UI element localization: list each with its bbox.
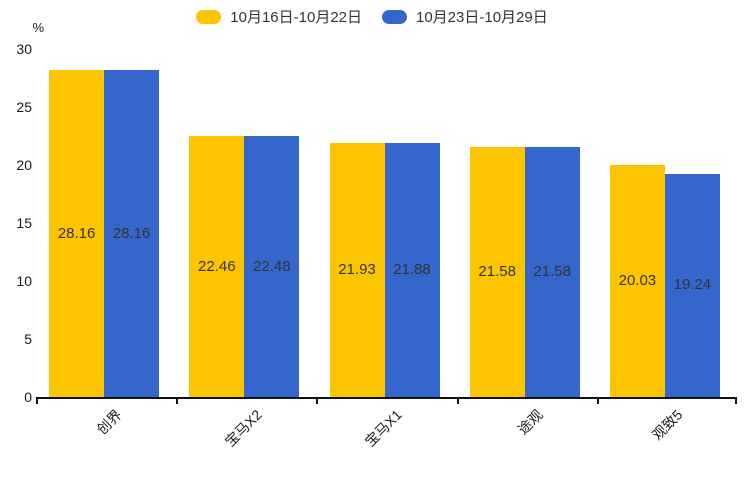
y-tick-label: 20	[16, 157, 32, 173]
bar-value-label: 19.24	[673, 276, 712, 294]
x-category-label: 宝马X2	[221, 406, 266, 450]
x-axis-tick	[36, 399, 38, 404]
x-category-label: 宝马X1	[362, 406, 406, 450]
legend-swatch-icon	[382, 9, 407, 24]
bar-value-label: 28.16	[112, 224, 151, 242]
bar-week1-0: 28.16	[49, 70, 105, 397]
bar-value-label: 21.58	[533, 262, 571, 280]
x-axis-tick	[597, 399, 599, 404]
y-tick-label: 30	[16, 41, 32, 57]
legend-label: 10月16日-10月22日	[230, 9, 362, 26]
legend-swatch-icon	[196, 9, 222, 24]
y-tick-label: 25	[16, 99, 32, 115]
x-axis-tick	[316, 399, 318, 404]
bar-week2-4: 19.24	[664, 173, 720, 397]
bar-value-label: 22.48	[253, 257, 291, 275]
y-tick-label: 5	[24, 331, 32, 347]
x-axis-tick	[735, 399, 737, 404]
x-category-label: 观致5	[648, 406, 686, 444]
bar-week1-1: 22.46	[189, 136, 245, 397]
legend-label: 10月23日-10月29日	[416, 9, 548, 26]
bar-week1-4: 20.03	[609, 164, 665, 397]
x-category-label: 创界	[93, 406, 125, 438]
bar-week2-0: 28.16	[104, 70, 160, 397]
bar-week1-2: 21.93	[329, 142, 385, 397]
x-category-label: 途观	[514, 406, 546, 438]
y-tick-label: 0	[24, 389, 32, 405]
bar-week2-2: 21.88	[384, 143, 440, 397]
x-axis-tick	[457, 399, 459, 404]
legend-item-series-0[interactable]: 10月16日-10月22日	[196, 6, 362, 27]
bar-week2-3: 21.58	[524, 146, 580, 397]
legend-item-series-1[interactable]: 10月23日-10月29日	[382, 6, 548, 27]
plot-area: 28.16 28.16 创界 22.46 22.48 宝马X2 21.93 21.88 宝马X1…	[36, 49, 737, 450]
bar-value-label: 22.46	[198, 257, 236, 275]
x-axis-tick	[176, 399, 178, 404]
bar-value-label: 28.16	[57, 224, 96, 242]
chart-legend: 10月16日-10月22日 10月23日-10月29日	[0, 6, 744, 27]
y-axis-unit-label: %	[32, 20, 44, 35]
bar-week2-1: 22.48	[244, 136, 300, 397]
y-tick-label: 10	[16, 273, 32, 289]
bar-value-label: 21.93	[338, 260, 376, 278]
bar-value-label: 20.03	[618, 271, 657, 289]
bar-value-label: 21.88	[393, 261, 431, 279]
y-tick-label: 15	[16, 215, 32, 231]
bar-week1-3: 21.58	[469, 146, 525, 397]
bar-value-label: 21.58	[478, 262, 516, 280]
